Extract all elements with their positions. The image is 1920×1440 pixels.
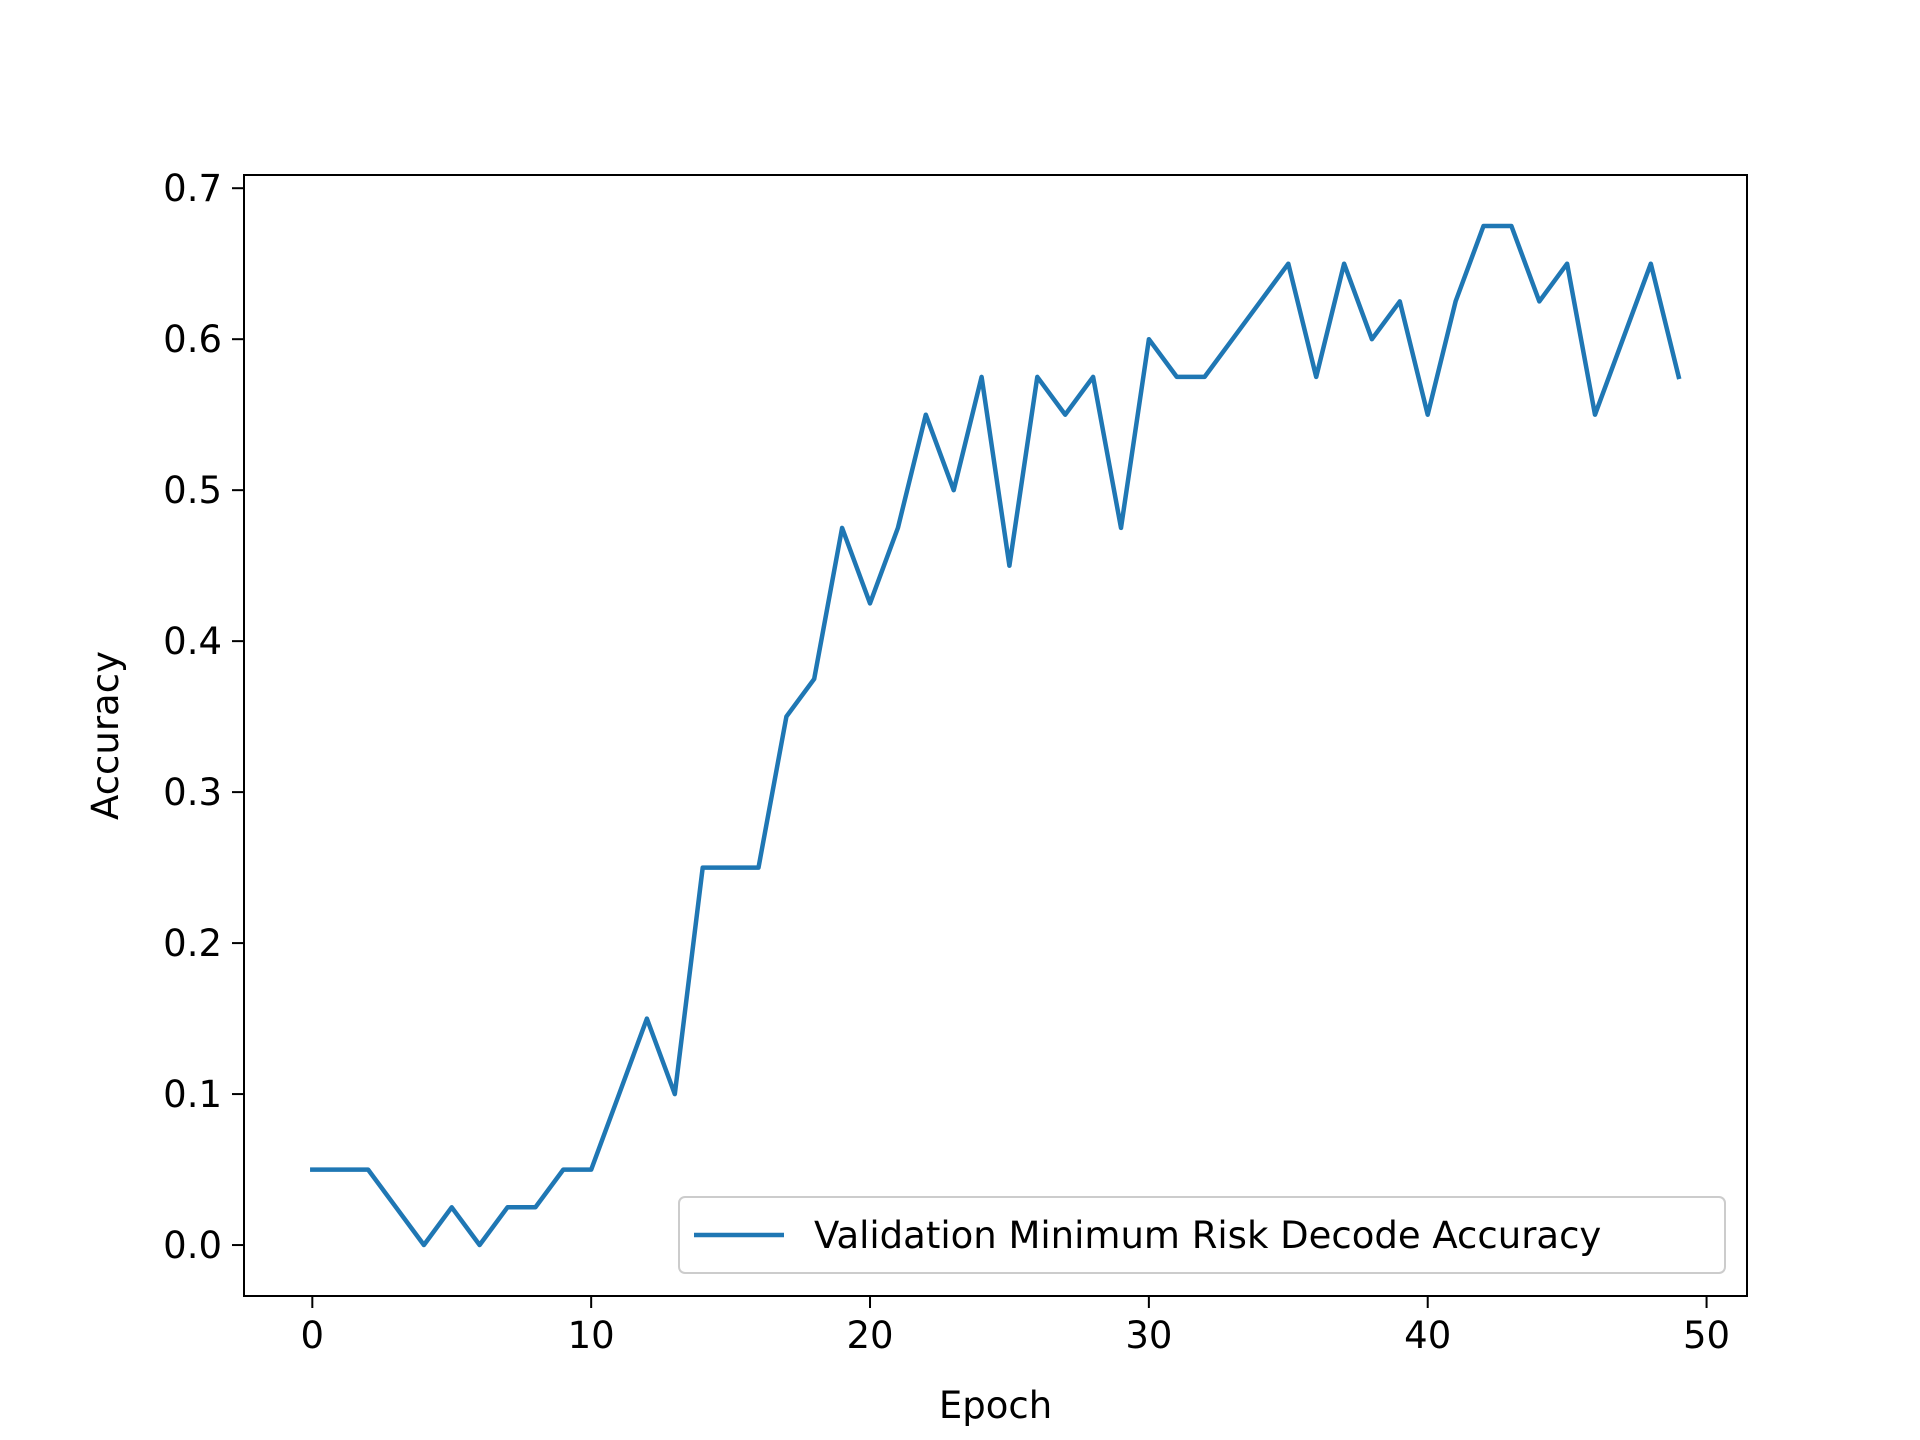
- legend-box: [678, 1196, 1726, 1274]
- plot-area-frame: [243, 174, 1748, 1297]
- x-tick-label: 40: [1404, 1314, 1451, 1357]
- y-tick-label: 0.3: [163, 771, 222, 814]
- y-tick-label: 0.6: [163, 318, 222, 361]
- series-layer: [310, 223, 1682, 1248]
- legend-label: Validation Minimum Risk Decode Accuracy: [814, 1214, 1601, 1257]
- y-tick-label: 0.7: [163, 167, 222, 210]
- x-axis-title: Epoch: [939, 1384, 1052, 1427]
- x-axis: 0 10 20 30 40 50: [301, 1296, 1730, 1357]
- series-line: [310, 223, 1682, 1248]
- x-tick-label: 0: [301, 1314, 325, 1357]
- x-tick-label: 30: [1125, 1314, 1172, 1357]
- y-axis: 0.0 0.1 0.2 0.3 0.4 0.5 0.6 0.7: [163, 167, 244, 1267]
- y-tick-label: 0.4: [163, 620, 222, 663]
- x-tick-label: 10: [568, 1314, 615, 1357]
- x-tick-label: 50: [1683, 1314, 1730, 1357]
- legend: Validation Minimum Risk Decode Accuracy: [678, 1196, 1726, 1274]
- y-tick-label: 0.5: [163, 469, 222, 512]
- y-axis-title: Accuracy: [84, 651, 127, 820]
- y-tick-label: 0.2: [163, 922, 222, 965]
- y-tick-label: 0.0: [163, 1224, 222, 1267]
- x-tick-label: 20: [846, 1314, 893, 1357]
- y-tick-label: 0.1: [163, 1073, 222, 1116]
